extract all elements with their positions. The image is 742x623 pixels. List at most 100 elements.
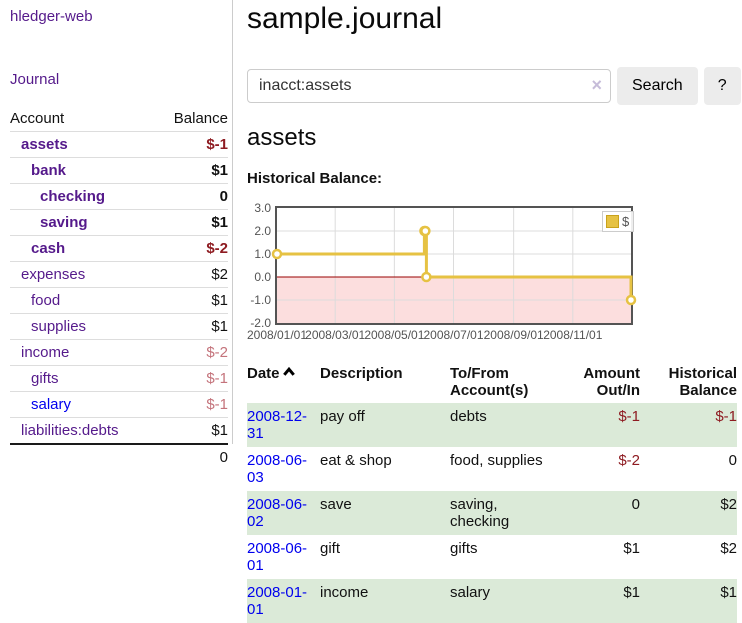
- transaction-date-link[interactable]: 2008-06-01: [247, 540, 308, 574]
- page-title: sample.journal: [247, 2, 443, 35]
- accounts-total-row: 0: [10, 443, 228, 470]
- account-row: saving $1: [10, 209, 228, 236]
- account-balance: $1: [155, 313, 228, 340]
- transaction-date-link[interactable]: 2008-06-03: [247, 452, 308, 486]
- transaction-date-link[interactable]: 2008-01-01: [247, 584, 308, 618]
- transaction-amount: $-1: [618, 408, 640, 425]
- account-column-header: Account: [10, 110, 65, 127]
- col-header-date[interactable]: Date: [247, 363, 320, 403]
- account-tree-table: Account Balance assets $-1 bank $1: [10, 106, 228, 470]
- account-row: expenses $2: [10, 261, 228, 288]
- historical-balance-chart: $ 3.0 2.0 1.0 0.0 -1.0 -2.0 2008/01/01 2008/03/…: [245, 201, 645, 346]
- search-button[interactable]: Search: [617, 67, 698, 105]
- balance-column-header: Balance: [173, 110, 228, 127]
- account-row: liabilities:debts $1: [10, 417, 228, 444]
- account-row: assets $-1: [10, 131, 228, 158]
- account-balance: $-2: [155, 235, 228, 262]
- register-row: 2008-12-31 pay off debts $-1 $-1: [247, 403, 737, 447]
- account-balance: $-1: [155, 365, 228, 392]
- transaction-accounts: salary: [450, 584, 491, 601]
- account-row: bank $1: [10, 157, 228, 184]
- transaction-amount: $-2: [618, 452, 640, 469]
- account-link[interactable]: liabilities:debts: [21, 422, 119, 439]
- y-axis-tick-label: -1.0: [250, 293, 271, 307]
- account-link[interactable]: salary: [31, 396, 72, 413]
- clear-search-icon[interactable]: ×: [591, 75, 602, 95]
- register-row: 2008-06-01 gift gifts $1 $2: [247, 535, 737, 579]
- account-link[interactable]: supplies: [31, 318, 87, 335]
- y-axis-tick-label: 1.0: [254, 247, 271, 261]
- transaction-balance: $-1: [715, 408, 737, 425]
- transaction-balance: $2: [720, 540, 737, 557]
- col-header-accounts: To/From Account(s): [450, 365, 529, 399]
- sidebar: hledger-web Journal Account Balance asse…: [0, 0, 233, 470]
- x-axis-tick-label: 2008/11/01: [543, 328, 603, 342]
- account-row: food $1: [10, 287, 228, 314]
- transaction-date-link[interactable]: 2008-12-31: [247, 408, 308, 442]
- account-link[interactable]: gifts: [31, 370, 59, 387]
- accounts-total-value: 0: [155, 443, 228, 470]
- transaction-amount: 0: [631, 496, 640, 513]
- account-link[interactable]: bank: [31, 162, 67, 179]
- chart-legend: $: [602, 211, 635, 232]
- account-row: supplies $1: [10, 313, 228, 340]
- account-link[interactable]: saving: [40, 214, 88, 231]
- transaction-date-link[interactable]: 2008-06-02: [247, 496, 308, 530]
- transaction-accounts: saving, checking: [450, 496, 510, 530]
- y-axis-tick-label: 2.0: [254, 224, 271, 238]
- chart-series-svg: [271, 208, 637, 323]
- register-table: Date Description To/From Account(s) Amou…: [247, 363, 737, 623]
- account-link[interactable]: cash: [31, 240, 66, 257]
- account-balance: $1: [155, 287, 228, 314]
- account-balance: $-1: [155, 131, 228, 158]
- x-axis-tick-label: 2008/03/01: [305, 328, 366, 342]
- account-row: cash $-2: [10, 235, 228, 262]
- account-link[interactable]: assets: [21, 136, 68, 153]
- account-row: salary $-1: [10, 391, 228, 418]
- help-button[interactable]: ?: [703, 67, 741, 105]
- account-balance: $1: [155, 417, 228, 444]
- app-brand-link[interactable]: hledger-web: [10, 8, 93, 25]
- account-link[interactable]: food: [31, 292, 61, 309]
- x-axis-tick-label: 2008/05/01: [364, 328, 425, 342]
- transaction-description: eat & shop: [320, 452, 392, 469]
- nav-journal-link[interactable]: Journal: [10, 71, 60, 88]
- account-link[interactable]: expenses: [21, 266, 86, 283]
- search-input[interactable]: [247, 69, 611, 103]
- account-link[interactable]: income: [21, 344, 70, 361]
- chart-plot-area: [271, 206, 637, 325]
- transaction-amount: $1: [623, 540, 640, 557]
- account-balance: 0: [155, 183, 228, 210]
- y-axis-tick-label: 3.0: [254, 201, 271, 215]
- legend-swatch-icon: [606, 215, 619, 228]
- transaction-accounts: gifts: [450, 540, 478, 557]
- y-axis-tick-label: 0.0: [254, 270, 271, 284]
- transaction-amount: $1: [623, 584, 640, 601]
- transaction-balance: 0: [728, 452, 737, 469]
- legend-label: $: [622, 214, 630, 229]
- transaction-accounts: food, supplies: [450, 452, 543, 469]
- transaction-balance: $2: [720, 496, 737, 513]
- col-header-amount: Amount Out/In: [583, 365, 640, 399]
- register-row: 2008-01-01 income salary $1 $1: [247, 579, 737, 623]
- account-balance: $1: [155, 209, 228, 236]
- account-row: gifts $-1: [10, 365, 228, 392]
- account-balance: $2: [155, 261, 228, 288]
- transaction-description: income: [320, 584, 369, 601]
- transaction-description: gift: [320, 540, 341, 557]
- search-form: × Search ?: [247, 67, 741, 105]
- transaction-balance: $1: [720, 584, 737, 601]
- y-axis-tick-label: -2.0: [250, 316, 271, 330]
- register-row: 2008-06-03 eat & shop food, supplies $-2…: [247, 447, 737, 491]
- account-row: checking 0: [10, 183, 228, 210]
- x-axis-tick-label: 2008/07/01: [423, 328, 484, 342]
- sort-caret-up-icon: [282, 366, 295, 376]
- account-link[interactable]: checking: [40, 188, 106, 205]
- account-row: income $-2: [10, 339, 228, 366]
- chart-title: Historical Balance:: [247, 170, 383, 187]
- account-balance: $1: [155, 157, 228, 184]
- col-header-description: Description: [320, 365, 403, 382]
- account-balance: $-1: [155, 391, 228, 418]
- transaction-description: pay off: [320, 408, 365, 425]
- account-heading: assets: [247, 124, 317, 151]
